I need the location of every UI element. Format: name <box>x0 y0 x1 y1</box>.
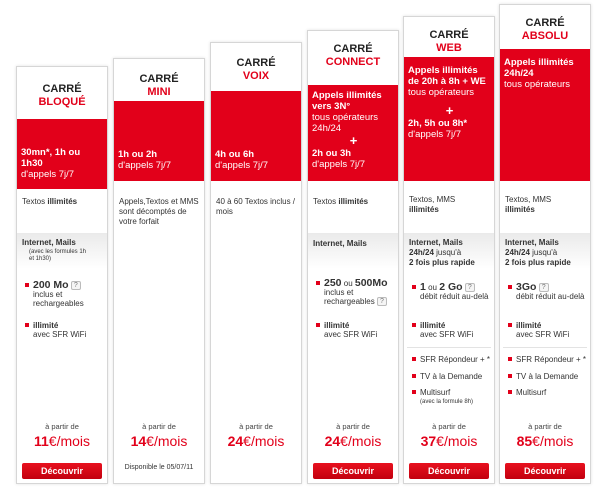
plan-title: CARRÉ WEB <box>429 29 469 54</box>
tv-feature: TV à la Demande <box>508 372 588 381</box>
availability-note: Disponible le 05/07/11 <box>124 464 194 471</box>
sms-info: Textos, MMS illimités <box>505 195 552 214</box>
calls-period: d'appels 7j/7 <box>312 159 366 170</box>
calls-period: d'appels 7j/7 <box>215 160 269 171</box>
divider <box>407 347 491 348</box>
plus-sign: + <box>349 133 358 148</box>
calls-amount: 2h ou 3h <box>312 148 352 159</box>
internet-title: Internet, Mails <box>313 239 367 248</box>
plan-title: CARRÉ MINI <box>139 73 179 98</box>
help-icon[interactable]: ? <box>70 281 81 291</box>
data-feature: 3Go ? débit réduit au-delà <box>508 282 588 301</box>
data-feature: 200 Mo ? inclus et rechargeables <box>25 280 105 308</box>
multisurf-feature: Multisurf <box>508 388 588 397</box>
plan-card-web: CARRÉ WEB Appels illimités de 20h à 8h +… <box>403 16 495 484</box>
sms-info: Textos illimités <box>22 197 78 206</box>
internet-title: Internet, Mails 24h/24 jusqu'à 2 fois pl… <box>505 238 571 267</box>
plan-card-voix: CARRÉ VOIX 4h ou 6h d'appels 7j/7 40 à 6… <box>210 42 302 484</box>
from-label: à partir de <box>336 422 370 431</box>
plan-card-bloque: CARRÉ BLOQUÉ 30mn*, 1h ou 1h30 d'appels … <box>16 66 108 484</box>
calls-amount: 4h ou 6h <box>215 149 255 160</box>
calls-box: Appels illimités de 20h à 8h + WE tous o… <box>404 57 494 181</box>
internet-note: (avec les formules 1h et 1h30) <box>29 249 87 262</box>
sms-info: Appels,Textos et MMS sont décomptés de v… <box>119 197 199 226</box>
wifi-feature: illimité avec SFR WiFi <box>316 321 396 339</box>
wifi-feature: illimité avec SFR WiFi <box>508 321 588 339</box>
price: 24€/mois <box>324 433 382 449</box>
plan-title: CARRÉ CONNECT <box>325 43 381 68</box>
internet-title: Internet, Mails 24h/24 jusqu'à 2 fois pl… <box>409 238 475 267</box>
calls-amount: 1h ou 2h <box>118 149 158 160</box>
discover-button[interactable]: Découvrir <box>505 463 585 479</box>
internet-title: Internet, Mails <box>22 238 76 247</box>
data-feature: 250 ou 500Mo inclus et rechargeables ? <box>316 278 396 307</box>
help-icon[interactable]: ? <box>376 297 387 307</box>
data-feature: 1 ou 2 Go ? débit réduit au-delà <box>412 282 492 301</box>
plan-card-connect: CARRÉ CONNECT Appels illimités vers 3N° … <box>307 30 399 484</box>
price: 14€/mois <box>130 433 188 449</box>
from-label: à partir de <box>142 422 176 431</box>
tv-feature: TV à la Demande <box>412 372 492 381</box>
discover-button[interactable]: Découvrir <box>313 463 393 479</box>
help-icon[interactable]: ? <box>464 283 475 293</box>
plan-title: CARRÉ BLOQUÉ <box>38 83 86 108</box>
calls-amount: 30mn*, 1h ou 1h30 <box>21 147 81 169</box>
wifi-feature: illimité avec SFR WiFi <box>412 321 492 339</box>
from-label: à partir de <box>239 422 273 431</box>
price: 24€/mois <box>227 433 285 449</box>
calls-period: d'appels 7j/7 <box>118 160 172 171</box>
calls-amount: 2h, 5h ou 8h* <box>408 118 468 129</box>
help-icon[interactable]: ? <box>538 283 549 293</box>
plan-title: CARRÉ ABSOLU <box>521 17 569 42</box>
calls-box: 4h ou 6h d'appels 7j/7 <box>211 91 301 181</box>
calls-box: 30mn*, 1h ou 1h30 d'appels 7j/7 <box>17 119 107 189</box>
wifi-feature: illimité avec SFR WiFi <box>25 321 105 339</box>
from-label: à partir de <box>528 422 562 431</box>
divider <box>503 347 587 348</box>
price: 85€/mois <box>516 433 574 449</box>
discover-button[interactable]: Découvrir <box>409 463 489 479</box>
voicemail-feature: SFR Répondeur + * <box>412 355 492 364</box>
multisurf-note: (avec la formule 8h) <box>420 399 474 405</box>
discover-button[interactable]: Découvrir <box>22 463 102 479</box>
price: 37€/mois <box>420 433 478 449</box>
calls-box: Appels illimités 24h/24 tous opérateurs <box>500 49 590 181</box>
from-label: à partir de <box>432 422 466 431</box>
sms-info: Textos, MMS illimités <box>409 195 456 214</box>
calls-period: d'appels 7j/7 <box>21 169 75 180</box>
plus-sign: + <box>445 103 454 118</box>
sms-info: Textos illimités <box>313 197 369 206</box>
calls-box: 1h ou 2h d'appels 7j/7 <box>114 101 204 181</box>
from-label: à partir de <box>45 422 79 431</box>
voicemail-feature: SFR Répondeur + * <box>508 355 588 364</box>
calls-box: Appels illimités vers 3N° tous opérateur… <box>308 85 398 181</box>
multisurf-feature: Multisurf <box>412 388 492 397</box>
sms-info: 40 à 60 Textos inclus / mois <box>216 197 296 216</box>
calls-period: d'appels 7j/7 <box>408 129 462 140</box>
plan-card-mini: CARRÉ MINI 1h ou 2h d'appels 7j/7 Appels… <box>113 58 205 484</box>
plan-title: CARRÉ VOIX <box>236 57 276 82</box>
price: 11€/mois <box>33 433 91 449</box>
plan-card-absolu: CARRÉ ABSOLU Appels illimités 24h/24 tou… <box>499 4 591 484</box>
